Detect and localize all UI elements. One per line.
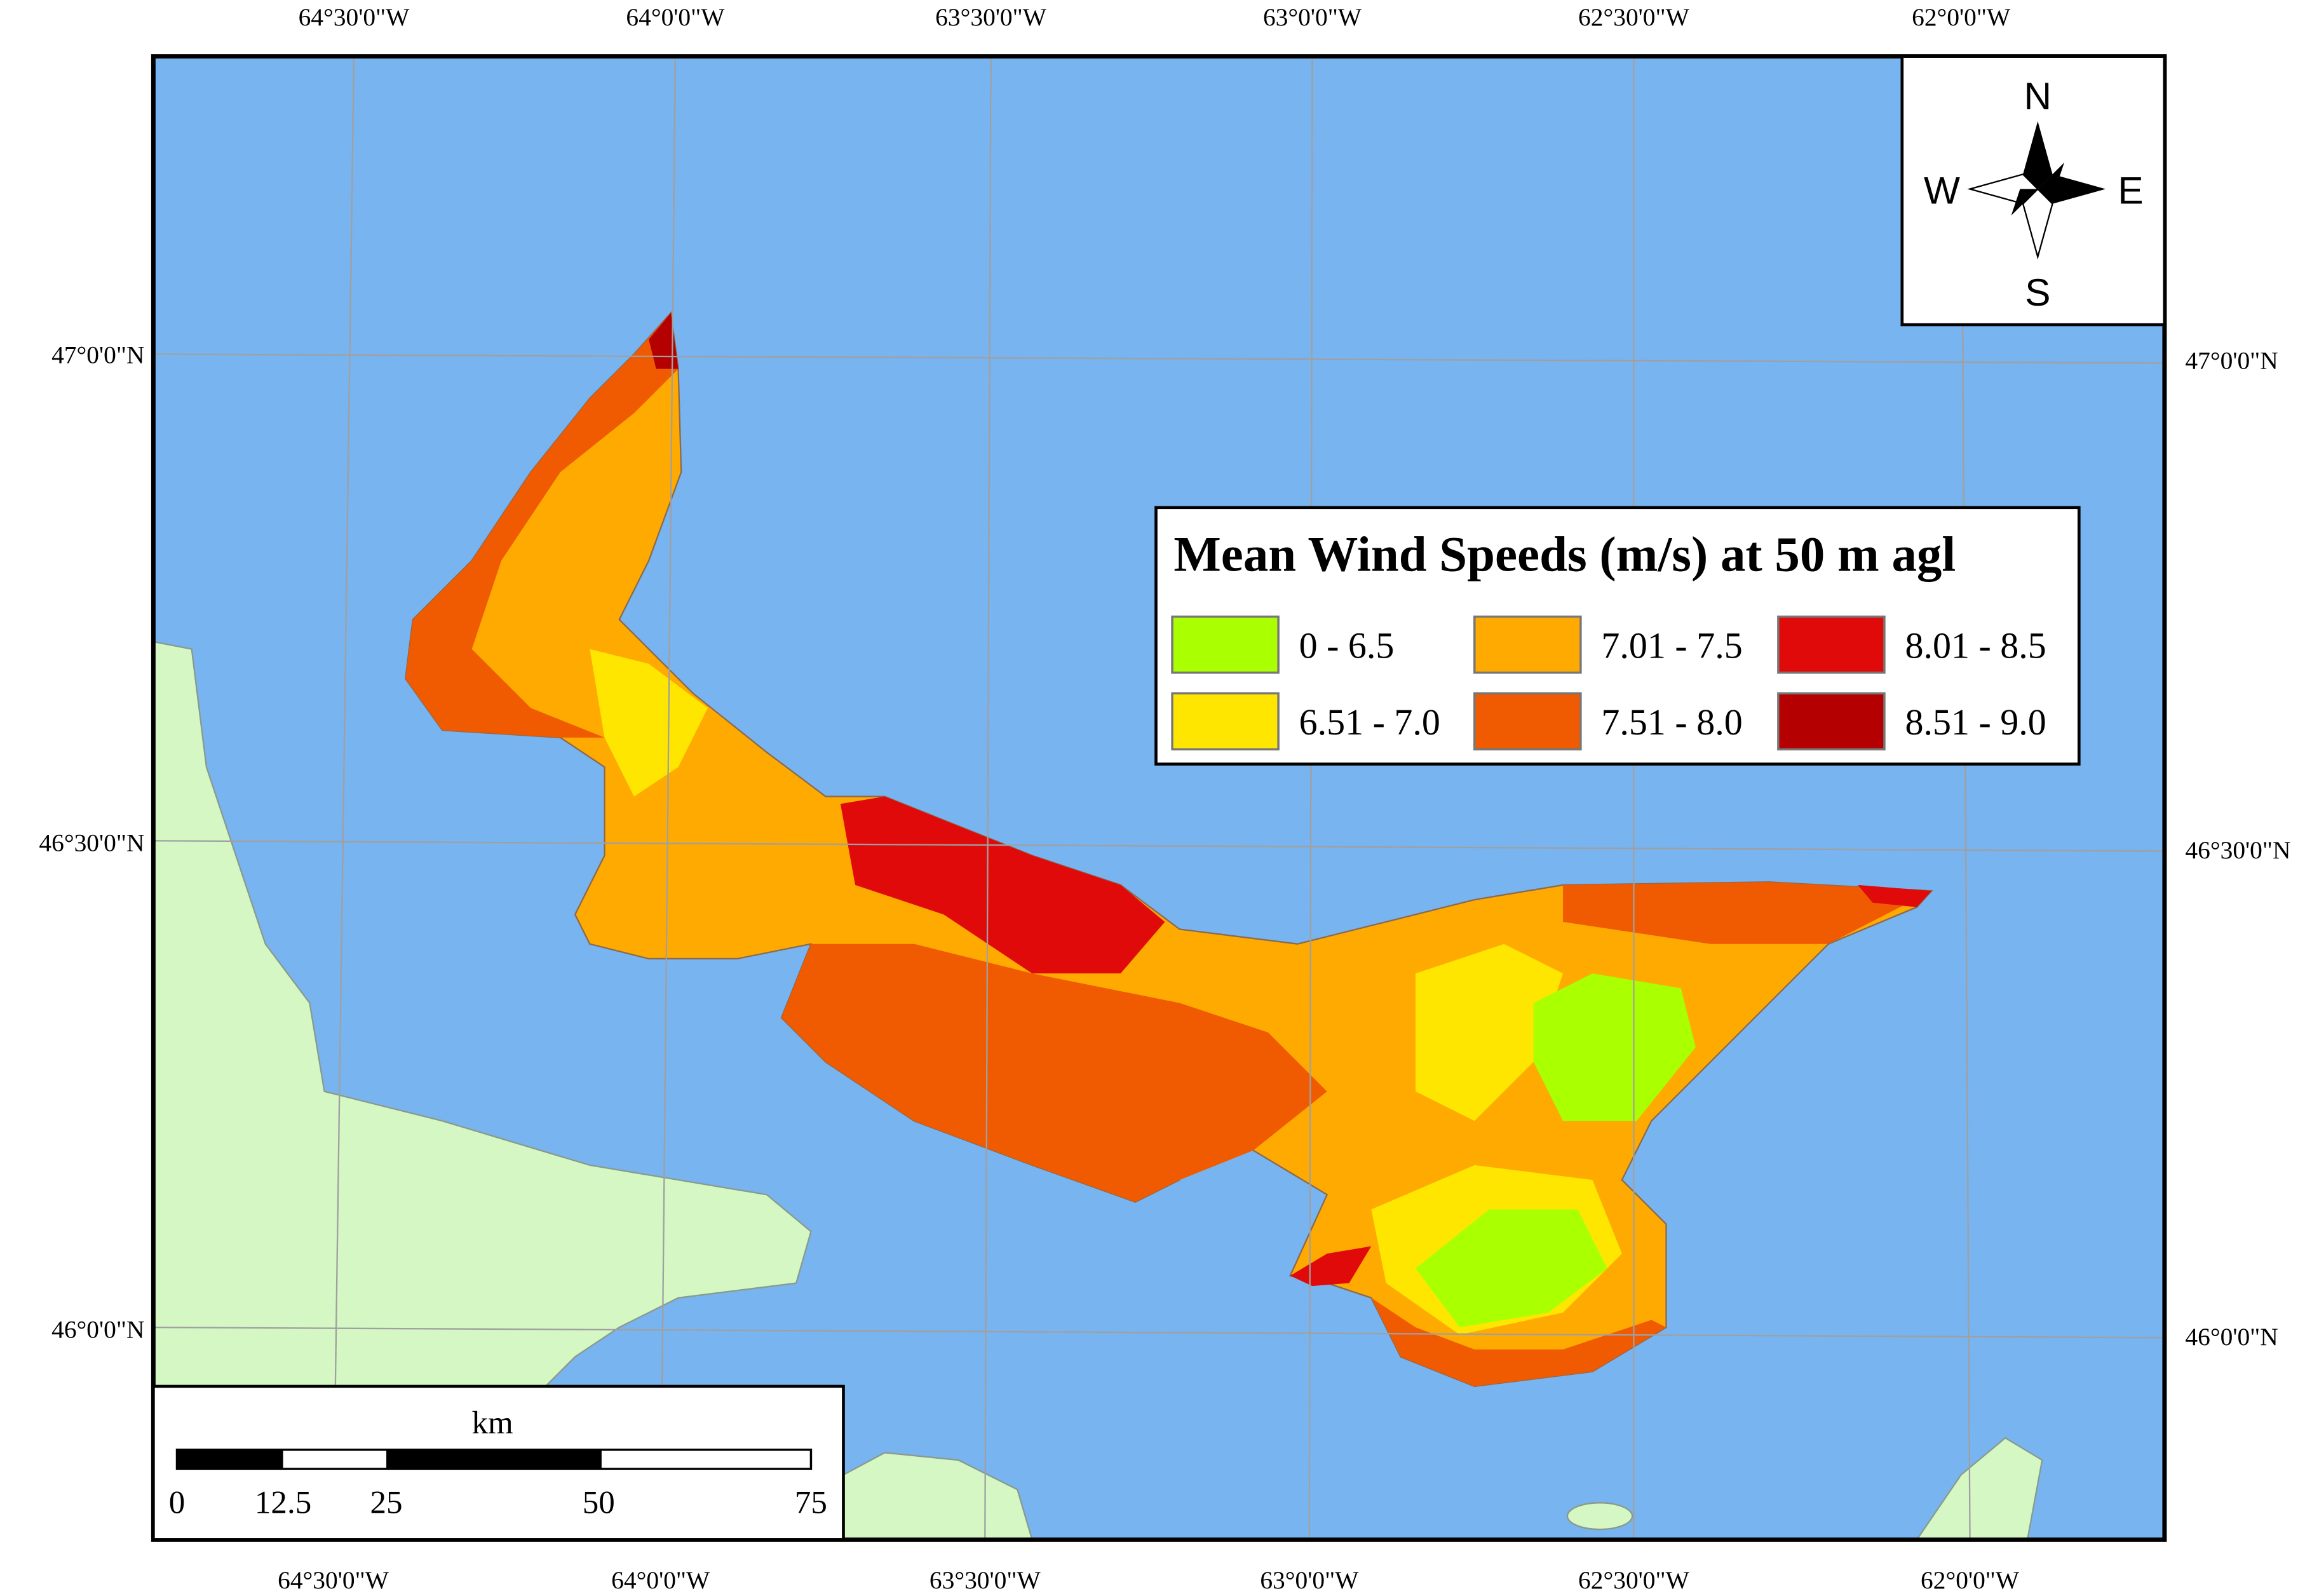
longitude-label: 64°0'0"W [611, 1566, 710, 1594]
longitude-label: 63°0'0"W [1263, 3, 1362, 31]
longitude-label: 64°30'0"W [278, 1566, 389, 1594]
longitude-label: 63°30'0"W [930, 1566, 1041, 1594]
map-frame [151, 54, 2167, 1542]
legend-swatch [1473, 615, 1582, 674]
longitude-label: 64°0'0"W [626, 3, 725, 31]
latitude-label: 47°0'0"N [51, 341, 144, 369]
scale-tick-label: 12.5 [255, 1485, 311, 1521]
parallel [153, 1327, 2165, 1339]
compass-label: E [2118, 169, 2143, 212]
zone-very-high [840, 796, 1165, 974]
legend: Mean Wind Speeds (m/s) at 50 m agl 0 - 6… [1154, 506, 2081, 766]
latitude-label: 46°0'0"N [2185, 1323, 2278, 1351]
legend-label: 8.01 - 8.5 [1905, 625, 2046, 666]
legend-label: 6.51 - 7.0 [1299, 701, 1440, 743]
legend-label: 8.51 - 9.0 [1905, 701, 2046, 743]
parallel [153, 353, 2165, 364]
legend-swatch [1777, 692, 1886, 751]
legend-label: 7.51 - 8.0 [1601, 701, 1742, 743]
zone-very-high [1858, 884, 1932, 907]
north-arrow: N W E S [1900, 55, 2167, 327]
longitude-label: 62°0'0"W [1921, 1566, 2020, 1594]
zone-high [1371, 1297, 1666, 1386]
island-southeast [1916, 1437, 2043, 1540]
parallel [153, 840, 2165, 852]
meridian [984, 56, 992, 1540]
scale-segment [386, 1449, 602, 1469]
longitude-label: 64°30'0"W [299, 3, 410, 31]
latitude-labels: 47°0'0"N 46°30'0"N 46°0'0"N 47°0'0"N 46°… [39, 341, 2290, 1351]
longitude-label: 62°30'0"W [1578, 1566, 1690, 1594]
legend-swatch [1171, 615, 1280, 674]
zone-extreme [649, 313, 679, 369]
latitude-label: 46°30'0"N [2185, 836, 2290, 864]
scale-tick-label: 75 [795, 1485, 827, 1521]
legend-box [1154, 506, 2081, 766]
zone-high [781, 943, 1327, 1202]
legend-title: Mean Wind Speeds (m/s) at 50 m agl [1173, 527, 1956, 583]
scale-tick-label: 50 [583, 1485, 615, 1521]
latitude-label: 47°0'0"N [2185, 347, 2278, 375]
compass-label: S [2025, 271, 2050, 314]
scale-segment [177, 1449, 283, 1469]
scale-tick-label: 0 [169, 1485, 186, 1521]
meridian [1308, 56, 1313, 1540]
longitude-label: 63°0'0"W [1260, 1566, 1359, 1594]
graticule-labels: 64°30'0"W 64°0'0"W 63°30'0"W 63°0'0"W 62… [278, 3, 2020, 1594]
zone-low [1415, 1209, 1607, 1328]
scale-tick-label: 25 [370, 1485, 403, 1521]
zone-high [1563, 882, 1932, 944]
latitude-label: 46°30'0"N [39, 829, 144, 857]
latitude-label: 46°0'0"N [51, 1315, 144, 1343]
legend-label: 7.01 - 7.5 [1601, 625, 1742, 666]
legend-swatch [1777, 615, 1886, 674]
meridian [659, 56, 677, 1540]
longitude-label: 62°30'0"W [1578, 3, 1690, 31]
legend-swatch [1473, 692, 1582, 751]
legend-swatch [1171, 692, 1280, 751]
longitude-label: 62°0'0"W [1912, 3, 2011, 31]
legend-label: 0 - 6.5 [1299, 625, 1395, 666]
compass-label: N [2024, 74, 2052, 118]
compass-label: W [1924, 169, 1960, 212]
zone-moderate [1415, 943, 1564, 1121]
compass-point [2023, 121, 2053, 189]
longitude-label: 63°30'0"W [935, 3, 1047, 31]
scale-unit: km [472, 1405, 513, 1441]
small-island [1566, 1502, 1633, 1531]
zone-high [405, 313, 679, 738]
zone-low [1533, 973, 1696, 1121]
graticule [153, 56, 2165, 1540]
map-area [153, 56, 2165, 1540]
scale-bar: km 0 12.5 25 50 75 [152, 1384, 845, 1541]
meridian [332, 56, 355, 1540]
compass-point [2038, 162, 2065, 189]
